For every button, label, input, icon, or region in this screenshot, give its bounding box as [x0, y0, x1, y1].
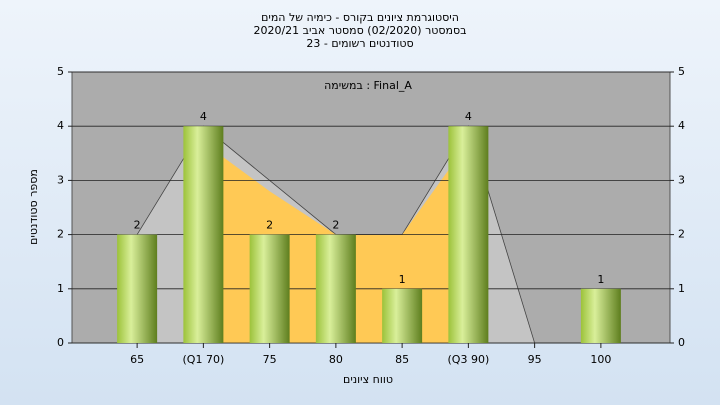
y2-tick-label: 4: [678, 119, 685, 132]
value-label: 1: [399, 273, 406, 286]
bar: [249, 234, 290, 343]
title-line: היסטוגרמת ציונים בקורס - כימיה של המים: [261, 11, 459, 24]
x-axis-label: טווח ציונים: [343, 373, 393, 386]
x-tick-label: (Q3 90): [448, 353, 490, 366]
title-line: סטודנטים רשומים - 23: [306, 37, 413, 50]
bar: [117, 234, 158, 343]
y-tick-label: 4: [57, 119, 64, 132]
bar: [183, 126, 224, 343]
bar: [315, 234, 356, 343]
y2-tick-label: 5: [678, 65, 685, 78]
value-label: 2: [332, 219, 339, 232]
x-tick-label: 65: [130, 353, 144, 366]
y2-tick-label: 2: [678, 228, 685, 241]
y2-tick-label: 3: [678, 173, 685, 186]
x-tick-label: 85: [395, 353, 409, 366]
y2-tick-label: 0: [678, 336, 685, 349]
bar: [382, 288, 423, 343]
bar: [580, 288, 621, 343]
x-tick-label: 80: [329, 353, 343, 366]
value-label: 4: [200, 110, 207, 123]
y-tick-label: 2: [57, 228, 64, 241]
value-label: 1: [597, 273, 604, 286]
y-tick-label: 3: [57, 173, 64, 186]
x-tick-label: (Q1 70): [183, 353, 225, 366]
value-label: 2: [266, 219, 273, 232]
annotation: במשימה : Final_A: [324, 79, 412, 92]
x-tick-label: 75: [263, 353, 277, 366]
y-tick-label: 0: [57, 336, 64, 349]
bar: [448, 126, 489, 343]
title-line: בסמסטר (02/2020) סמסטר אביב 2020/21: [253, 24, 466, 37]
value-label: 4: [465, 110, 472, 123]
y-tick-label: 5: [57, 65, 64, 78]
value-label: 2: [134, 219, 141, 232]
y-axis-label: מספר סטודנטים: [27, 169, 40, 245]
x-tick-label: 95: [528, 353, 542, 366]
x-tick-label: 100: [590, 353, 611, 366]
y2-tick-label: 1: [678, 282, 685, 295]
y-tick-label: 1: [57, 282, 64, 295]
